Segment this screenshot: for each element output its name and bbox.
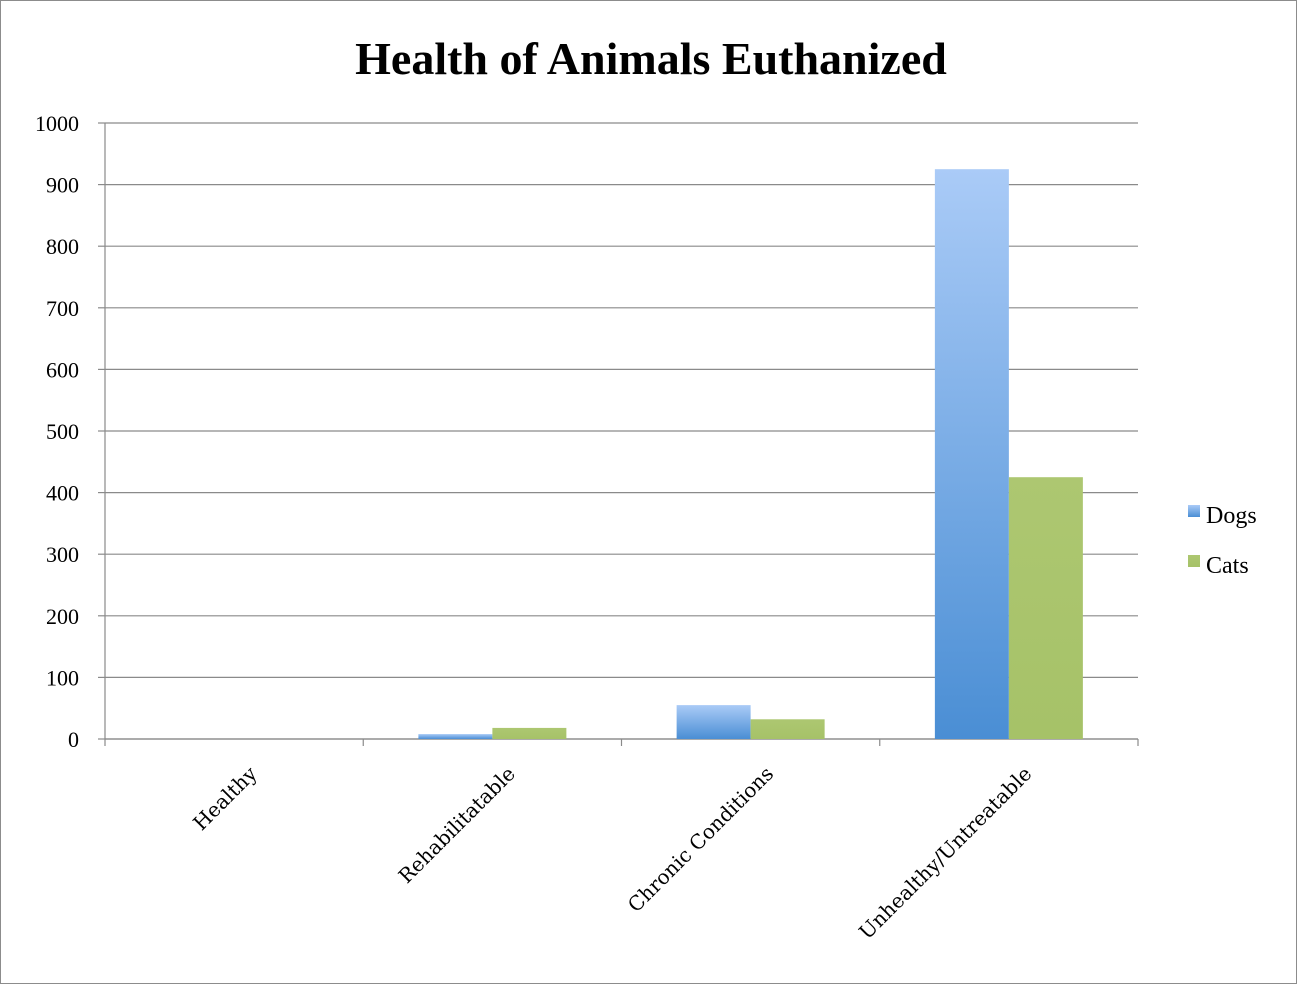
- y-tick-label: 700: [46, 296, 79, 321]
- chart-title: Health of Animals Euthanized: [355, 33, 947, 84]
- legend-label-dogs: Dogs: [1206, 503, 1257, 529]
- y-tick-label: 600: [46, 357, 79, 382]
- bar-dogs-unhealthy-untreatable: [934, 169, 1009, 739]
- y-tick-label: 900: [46, 173, 79, 198]
- legend-swatch-cats: [1188, 555, 1200, 567]
- legend: Dogs Cats: [1188, 503, 1257, 579]
- y-tick-label: 300: [46, 542, 79, 567]
- bar-cats-rehabilitatable: [492, 727, 567, 739]
- y-tick-label: 1000: [35, 111, 79, 136]
- y-axis-ticks: 0 100 200 300 400 500 600 700 800 900 1000: [35, 111, 79, 752]
- legend-label-cats: Cats: [1206, 553, 1249, 579]
- bar-cats-chronic-conditions: [750, 719, 825, 739]
- y-tick-label: 200: [46, 604, 79, 629]
- x-category-label: Rehabilitatable: [394, 762, 520, 888]
- y-tick-label: 400: [46, 481, 79, 506]
- bar-dogs-chronic-conditions: [676, 705, 751, 739]
- x-category-label: Unhealthy/Untreatable: [854, 762, 1036, 944]
- bars: [418, 169, 1083, 739]
- bar-cats-unhealthy-untreatable: [1008, 477, 1083, 739]
- y-tick-label: 500: [46, 419, 79, 444]
- y-tick-label: 800: [46, 234, 79, 259]
- x-axis-category-labels: Healthy Rehabilitatable Chronic Conditions…: [188, 761, 1036, 944]
- bar-dogs-rehabilitatable: [418, 734, 493, 739]
- legend-swatch-dogs: [1188, 505, 1200, 517]
- x-category-label: Chronic Conditions: [623, 762, 778, 917]
- x-category-label: Healthy: [188, 761, 262, 835]
- y-tick-label: 100: [46, 665, 79, 690]
- y-tick-label: 0: [68, 727, 79, 752]
